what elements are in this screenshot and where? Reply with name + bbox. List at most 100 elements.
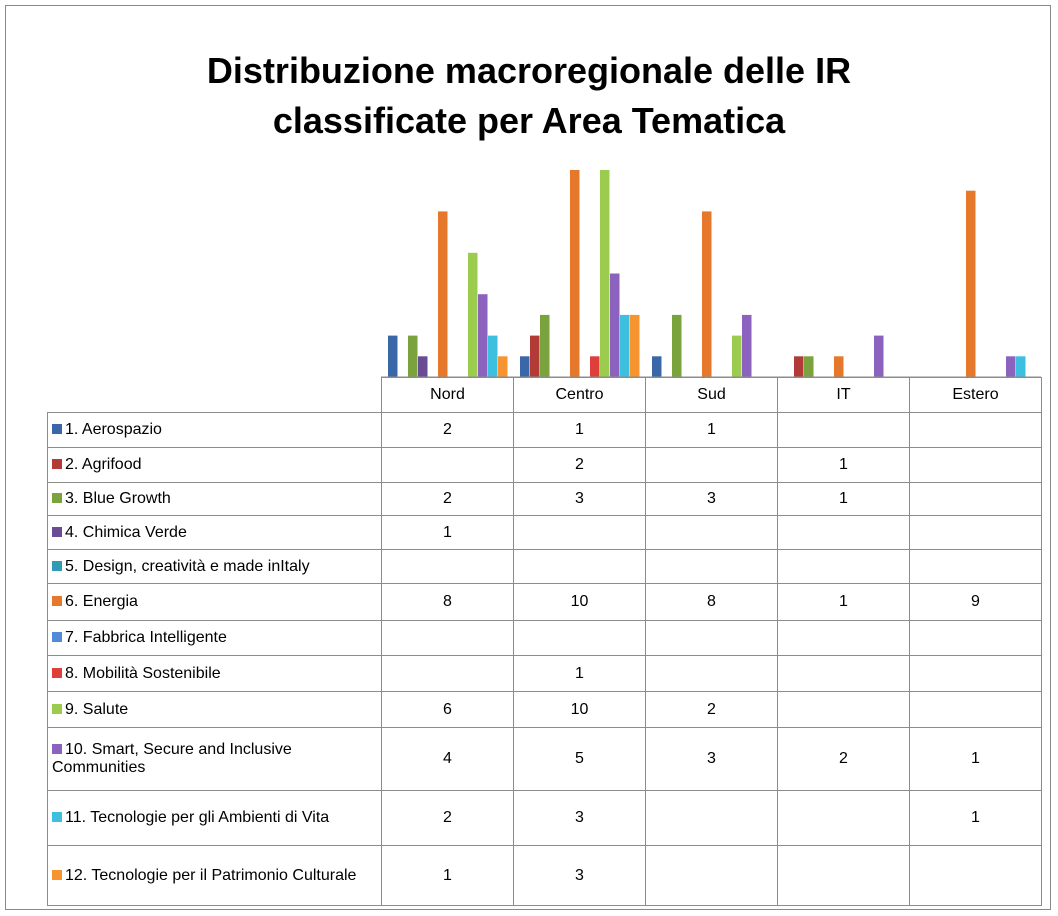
bar bbox=[540, 314, 550, 377]
legend-cell: 10. Smart, Secure and Inclusive Communit… bbox=[47, 727, 382, 791]
bar bbox=[834, 356, 844, 377]
value-cell bbox=[777, 790, 910, 846]
value-cell: 10 bbox=[513, 691, 646, 728]
legend-label: 2. Agrifood bbox=[65, 456, 142, 473]
value-cell: 10 bbox=[513, 583, 646, 621]
legend-cell: 11. Tecnologie per gli Ambienti di Vita bbox=[47, 790, 382, 846]
legend-key bbox=[52, 632, 62, 642]
legend-label: 8. Mobilità Sostenibile bbox=[65, 664, 221, 682]
value-cell bbox=[777, 620, 910, 656]
value-cell bbox=[909, 549, 1042, 584]
value-cell bbox=[909, 845, 1042, 906]
bar bbox=[732, 335, 742, 377]
value-cell bbox=[381, 620, 514, 656]
bar bbox=[1006, 356, 1016, 377]
bar bbox=[498, 356, 508, 377]
value-cell: 1 bbox=[645, 412, 778, 448]
value-cell bbox=[777, 412, 910, 448]
table-row: 4. Chimica Verde 1 bbox=[47, 515, 1042, 550]
value-cell: 8 bbox=[645, 583, 778, 621]
value-cell: 2 bbox=[381, 412, 514, 448]
value-cell: 2 bbox=[381, 790, 514, 846]
table-row: 5. Design, creatività e made inItaly bbox=[47, 549, 1042, 584]
legend-cell: 4. Chimica Verde bbox=[47, 515, 382, 550]
value-cell: 2 bbox=[381, 482, 514, 516]
value-cell: 1 bbox=[381, 515, 514, 550]
bar bbox=[610, 273, 620, 377]
value-cell: 2 bbox=[645, 691, 778, 728]
value-cell: 1 bbox=[909, 727, 1042, 791]
legend-label: 11. Tecnologie per gli Ambienti di Vita bbox=[65, 809, 330, 826]
legend-key bbox=[52, 869, 62, 880]
legend-cell: 6. Energia bbox=[47, 583, 382, 621]
legend-key bbox=[52, 526, 62, 537]
bar bbox=[702, 211, 712, 377]
legend-cell: 5. Design, creatività e made inItaly bbox=[47, 549, 382, 584]
legend-label: 7. Fabbrica Intelligente bbox=[65, 629, 227, 646]
value-cell bbox=[645, 790, 778, 846]
value-cell: 9 bbox=[909, 583, 1042, 621]
bar bbox=[874, 335, 884, 377]
legend-key bbox=[52, 424, 62, 434]
value-cell: 8 bbox=[381, 583, 514, 621]
value-cell: 3 bbox=[645, 482, 778, 516]
bar bbox=[530, 335, 540, 377]
bar bbox=[590, 356, 600, 377]
legend-cell: 12. Tecnologie per il Patrimonio Cultura… bbox=[47, 845, 382, 906]
value-cell: 1 bbox=[777, 583, 910, 621]
value-cell bbox=[909, 515, 1042, 550]
bar bbox=[488, 335, 498, 377]
bar bbox=[468, 252, 478, 377]
category-label: Centro bbox=[513, 377, 646, 413]
legend-key bbox=[52, 667, 62, 678]
legend-cell: 7. Fabbrica Intelligente bbox=[47, 620, 382, 656]
table-row: 7. Fabbrica Intelligente bbox=[47, 620, 1042, 656]
value-cell: 1 bbox=[777, 482, 910, 516]
bar bbox=[408, 335, 418, 377]
value-cell: 3 bbox=[513, 845, 646, 906]
legend-cell: 1. Aerospazio bbox=[47, 412, 382, 448]
bar bbox=[418, 356, 428, 377]
value-cell: 1 bbox=[381, 845, 514, 906]
table-row: 11. Tecnologie per gli Ambienti di Vita 2… bbox=[47, 790, 1042, 846]
bar bbox=[804, 356, 814, 377]
legend-key bbox=[52, 812, 62, 822]
value-cell: 1 bbox=[513, 412, 646, 448]
value-cell bbox=[645, 549, 778, 584]
value-cell bbox=[777, 655, 910, 692]
value-cell bbox=[381, 549, 514, 584]
value-cell bbox=[777, 691, 910, 728]
bar bbox=[672, 314, 682, 377]
legend-cell: 9. Salute bbox=[47, 691, 382, 728]
bar bbox=[570, 170, 580, 377]
legend-key bbox=[52, 744, 62, 754]
bar bbox=[388, 335, 398, 377]
legend-label: 4. Chimica Verde bbox=[65, 523, 187, 541]
legend-key bbox=[52, 596, 62, 606]
bar bbox=[1016, 356, 1026, 377]
category-label: Estero bbox=[909, 377, 1042, 413]
legend-cell: 3. Blue Growth bbox=[47, 482, 382, 516]
bar bbox=[966, 190, 976, 377]
value-cell bbox=[645, 845, 778, 906]
bar bbox=[652, 356, 662, 377]
value-cell bbox=[645, 447, 778, 483]
value-cell bbox=[909, 620, 1042, 656]
legend-label: 5. Design, creatività e made inItaly bbox=[65, 557, 310, 575]
table-row: 12. Tecnologie per il Patrimonio Cultura… bbox=[47, 845, 1042, 906]
legend-key bbox=[52, 703, 62, 714]
legend-key bbox=[52, 560, 62, 571]
value-cell bbox=[645, 655, 778, 692]
bar bbox=[742, 314, 752, 377]
legend-label: 6. Energia bbox=[65, 593, 138, 610]
value-cell bbox=[513, 620, 646, 656]
table-row: 10. Smart, Secure and Inclusive Communit… bbox=[47, 727, 1042, 791]
table-row: 9. Salute 6 10 2 bbox=[47, 691, 1042, 728]
value-cell bbox=[777, 845, 910, 906]
value-cell bbox=[513, 515, 646, 550]
value-cell bbox=[381, 655, 514, 692]
legend-cell: 8. Mobilità Sostenibile bbox=[47, 655, 382, 692]
bar bbox=[630, 314, 640, 377]
value-cell bbox=[909, 655, 1042, 692]
